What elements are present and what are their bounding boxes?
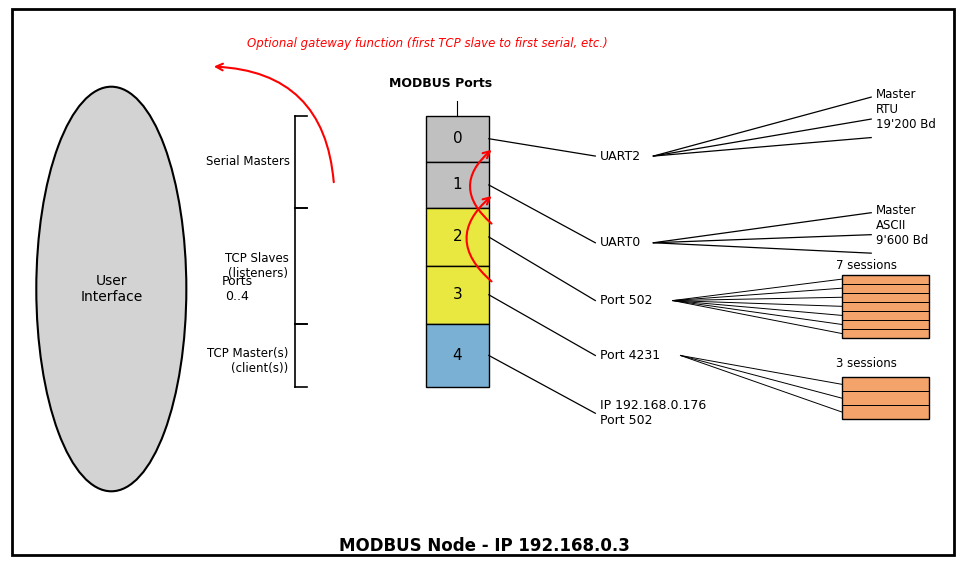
Text: MODBUS Node - IP 192.168.0.3: MODBUS Node - IP 192.168.0.3 (339, 537, 629, 555)
Ellipse shape (37, 87, 187, 491)
Text: Port 4231: Port 4231 (600, 349, 660, 362)
Text: TCP Slaves
(listeners): TCP Slaves (listeners) (225, 252, 288, 280)
Text: UART0: UART0 (600, 236, 642, 249)
Text: TCP Master(s)
(client(s)): TCP Master(s) (client(s)) (207, 347, 288, 375)
Text: 4: 4 (453, 348, 462, 363)
Text: Optional gateway function (first TCP slave to first serial, etc.): Optional gateway function (first TCP sla… (247, 37, 608, 50)
Text: Ports
0..4: Ports 0..4 (222, 275, 253, 303)
Bar (426, 162, 489, 208)
Text: User
Interface: User Interface (80, 274, 142, 304)
Text: Master
RTU
19'200 Bd: Master RTU 19'200 Bd (876, 88, 936, 131)
Bar (426, 116, 489, 162)
Text: 2: 2 (453, 229, 462, 244)
FancyArrowPatch shape (467, 198, 492, 281)
Text: IP 192.168.0.176
Port 502: IP 192.168.0.176 Port 502 (600, 399, 707, 427)
Bar (426, 324, 489, 387)
Text: 0: 0 (453, 131, 462, 146)
Text: Port 502: Port 502 (600, 294, 652, 307)
FancyArrowPatch shape (216, 64, 334, 182)
Text: Master
ASCII
9'600 Bd: Master ASCII 9'600 Bd (876, 204, 928, 247)
Bar (842, 377, 929, 419)
Bar (426, 208, 489, 266)
Text: 1: 1 (453, 177, 462, 192)
Text: 3: 3 (452, 287, 463, 302)
Text: MODBUS Ports: MODBUS Ports (389, 77, 492, 90)
Bar (426, 266, 489, 324)
Text: Serial Masters: Serial Masters (206, 155, 290, 168)
Bar (842, 275, 929, 338)
Text: UART2: UART2 (600, 150, 641, 162)
Text: 3 sessions: 3 sessions (836, 357, 896, 370)
Text: 7 sessions: 7 sessions (835, 259, 897, 272)
FancyArrowPatch shape (470, 151, 492, 224)
